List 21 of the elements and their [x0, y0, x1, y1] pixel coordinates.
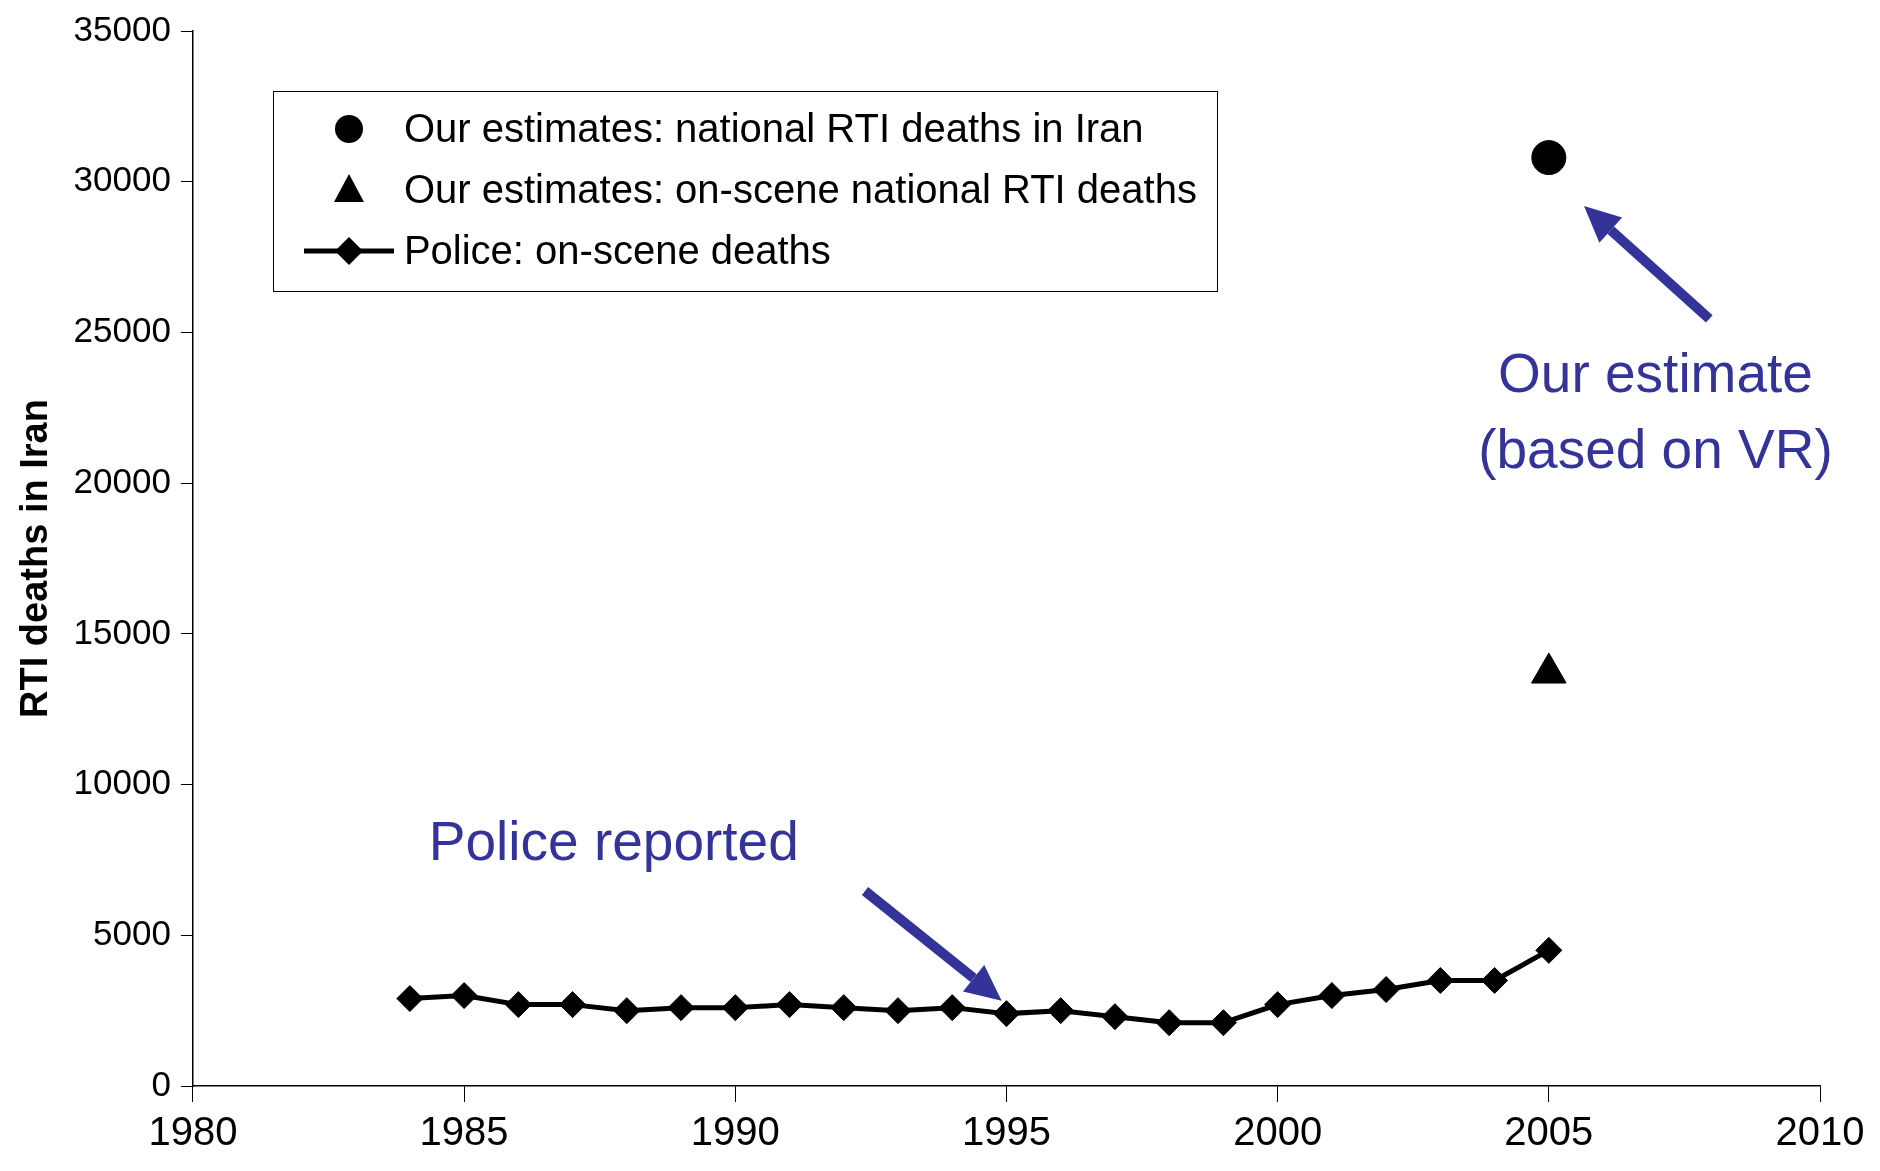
y-tick-label: 5000	[93, 912, 171, 952]
annotation: Police reported	[428, 809, 799, 875]
legend-label: Our estimates: national RTI deaths in Iran	[403, 106, 1144, 151]
legend-label: Our estimates: on-scene national RTI deaths	[403, 167, 1197, 212]
x-tick-label: 1985	[419, 1109, 509, 1154]
x-tick-label: 1980	[148, 1109, 238, 1154]
y-axis-title: RTI deaths in Iran	[13, 399, 56, 718]
x-tick-label: 2010	[1775, 1109, 1865, 1154]
y-tick-label: 30000	[73, 159, 171, 199]
y-tick-label: 35000	[73, 8, 171, 48]
x-tick-label: 1995	[961, 1109, 1051, 1154]
y-tick-label: 25000	[73, 310, 171, 350]
annotation: Our estimate (based on VR)	[1478, 340, 1833, 482]
x-tick-label: 2005	[1504, 1109, 1594, 1154]
legend-label: Police: on-scene deaths	[403, 228, 831, 273]
y-tick-label: 15000	[73, 611, 171, 651]
y-tick-label: 10000	[73, 762, 171, 802]
y-tick-label: 20000	[73, 460, 171, 500]
x-tick-label: 2000	[1233, 1109, 1323, 1154]
y-tick-label: 0	[151, 1063, 171, 1103]
x-tick-label: 1990	[690, 1109, 780, 1154]
